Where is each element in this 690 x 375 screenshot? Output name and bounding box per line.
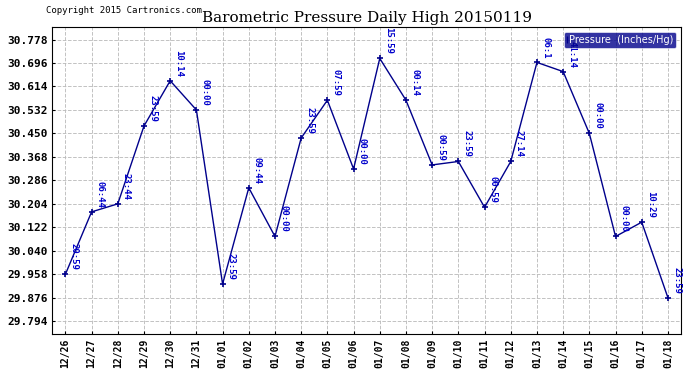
Text: 07:59: 07:59 — [331, 69, 341, 96]
Text: 23:59: 23:59 — [462, 130, 471, 157]
Text: 00:00: 00:00 — [620, 206, 629, 232]
Text: 00:00: 00:00 — [201, 79, 210, 106]
Text: 41:14: 41:14 — [567, 40, 576, 68]
Text: 23:59: 23:59 — [148, 95, 157, 122]
Text: 06:1: 06:1 — [541, 37, 550, 58]
Text: 23:44: 23:44 — [122, 173, 131, 200]
Title: Barometric Pressure Daily High 20150119: Barometric Pressure Daily High 20150119 — [201, 11, 532, 25]
Text: 00:00: 00:00 — [357, 138, 367, 165]
Text: 27:14: 27:14 — [515, 130, 524, 157]
Text: 10:29: 10:29 — [646, 191, 655, 218]
Text: 15:59: 15:59 — [384, 27, 393, 54]
Text: 00:59: 00:59 — [436, 134, 445, 161]
Text: 00:59: 00:59 — [489, 176, 497, 203]
Text: 00:00: 00:00 — [279, 206, 288, 232]
Text: 10:14: 10:14 — [175, 50, 184, 76]
Text: 06:44: 06:44 — [96, 181, 105, 208]
Text: 00:00: 00:00 — [593, 102, 602, 129]
Text: 09:44: 09:44 — [253, 157, 262, 184]
Text: 23:59: 23:59 — [227, 253, 236, 280]
Text: 23:59: 23:59 — [306, 107, 315, 134]
Legend: Pressure  (Inches/Hg): Pressure (Inches/Hg) — [564, 32, 676, 48]
Text: Copyright 2015 Cartronics.com: Copyright 2015 Cartronics.com — [46, 6, 202, 15]
Text: 00:14: 00:14 — [410, 69, 419, 96]
Text: 20:59: 20:59 — [70, 243, 79, 270]
Text: 23:59: 23:59 — [672, 267, 681, 294]
